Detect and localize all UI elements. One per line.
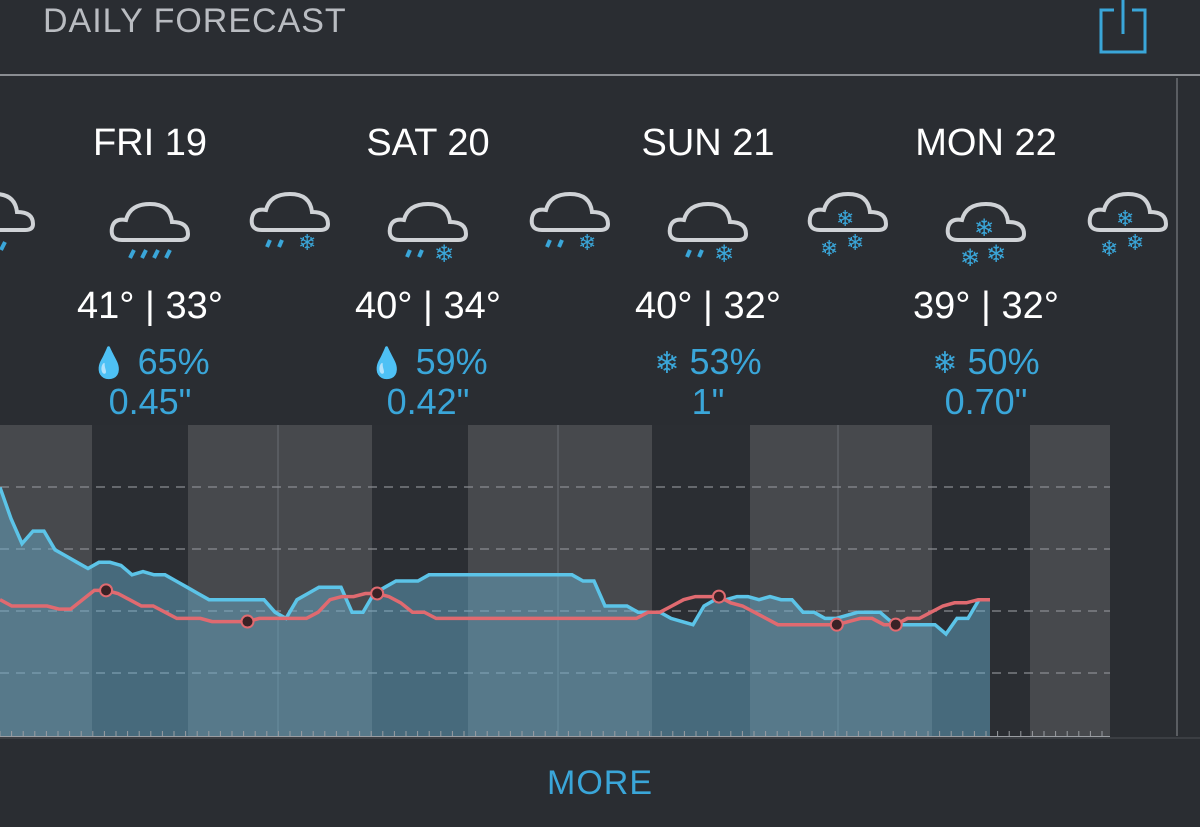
temp-high-marker [370,586,385,601]
hourly-forecast-chart[interactable] [0,425,1110,737]
svg-text:❄: ❄ [714,240,734,268]
chart-series [0,486,990,737]
more-button[interactable]: MORE [547,764,653,802]
day-label: FRI 19 [92,122,208,164]
precip-chance-value: 50% [967,341,1040,382]
svg-text:❄: ❄ [974,214,994,242]
humidity-line [0,486,990,637]
rain-snow-icon: ❄ [387,201,469,268]
night-band [652,425,750,737]
rain-icon [109,201,191,259]
svg-text:❄: ❄ [846,231,864,256]
night-band [932,425,1030,737]
svg-text:❄: ❄ [298,231,316,256]
raindrop-icon: 💧 [90,347,128,381]
rain-icon [0,192,36,251]
svg-text:❄: ❄ [836,207,854,232]
raindrop-icon: 💧 [368,347,406,381]
rain-snow-icon: ❄ [529,191,611,256]
svg-text:❄: ❄ [1116,207,1134,232]
precip-chance-value: 65% [137,341,210,382]
humidity-area [0,487,990,737]
precip-amount: 1" [691,381,725,422]
temp-low-marker [888,617,903,632]
night-band [750,425,932,737]
temperature-range: 39° | 32° [913,285,1059,327]
rain-snow-icon: ❄ [249,191,331,256]
day-label: SAT 20 [366,122,490,164]
svg-text:❄: ❄ [986,240,1006,268]
temperature-range: 41° | 33° [77,285,223,327]
svg-text:❄: ❄ [1100,237,1118,260]
day-label: SUN 21 [641,122,775,164]
svg-text:❄: ❄ [820,237,838,260]
day-night-bands [0,425,1110,737]
day-column-sat[interactable]: SAT 20 ❄ 40° | 34° 💧 59% 0.42" [288,118,568,421]
chart-gridlines [0,486,1110,674]
temperature-range: 40° | 34° [355,285,501,327]
svg-text:❄: ❄ [1126,231,1144,256]
night-band [92,425,188,737]
share-icon[interactable] [1098,0,1148,54]
rain-snow-icon: ❄ [667,201,749,268]
scroll-edge-divider [1176,78,1178,736]
precip-chance: ❄ 50% [846,341,1126,383]
precip-amount: 0.45" [108,381,192,422]
snow-icon: ❄ ❄ ❄ [1087,191,1169,260]
precip-chance: 💧 65% [10,341,290,383]
night-band [0,425,92,737]
snowflake-icon: ❄ [654,347,680,381]
night-band [188,425,372,737]
precip-amount: 0.42" [386,381,470,422]
day-column-mon[interactable]: MON 22 ❄ ❄ ❄ 39° | 32° ❄ 50% 0.70" [846,118,1126,421]
day-column-sun[interactable]: SUN 21 ❄ 40° | 32° ❄ 53% 1" [568,118,848,421]
precip-chance-value: 59% [415,341,488,382]
snow-icon: ❄ ❄ ❄ [945,201,1027,272]
snow-icon: ❄ ❄ ❄ [807,191,889,260]
night-band [1030,425,1110,737]
precip-chance: 💧 59% [288,341,568,383]
temperature-range: 40° | 32° [635,285,781,327]
svg-text:❄: ❄ [960,244,980,270]
temp-high-marker [99,583,114,598]
night-band [468,425,652,737]
temp-high-marker [711,589,726,604]
temp-low-marker [240,614,255,629]
day-column-fri[interactable]: FRI 19 41° | 33° 💧 65% 0.45" [10,118,290,421]
day-label: MON 22 [915,122,1057,164]
page-title: DAILY FORECAST [43,2,347,40]
snowflake-icon: ❄ [932,347,958,381]
svg-text:❄: ❄ [434,240,454,268]
temp-low-marker [829,617,844,632]
chart-ticks [0,731,1110,737]
footer: MORE [0,737,1200,825]
temperature-line [0,588,990,627]
svg-text:❄: ❄ [578,231,596,256]
forecast-header: DAILY FORECAST [0,0,1200,76]
precip-chance: ❄ 53% [568,341,848,383]
precip-amount: 0.70" [944,381,1028,422]
precip-chance-value: 53% [689,341,762,382]
